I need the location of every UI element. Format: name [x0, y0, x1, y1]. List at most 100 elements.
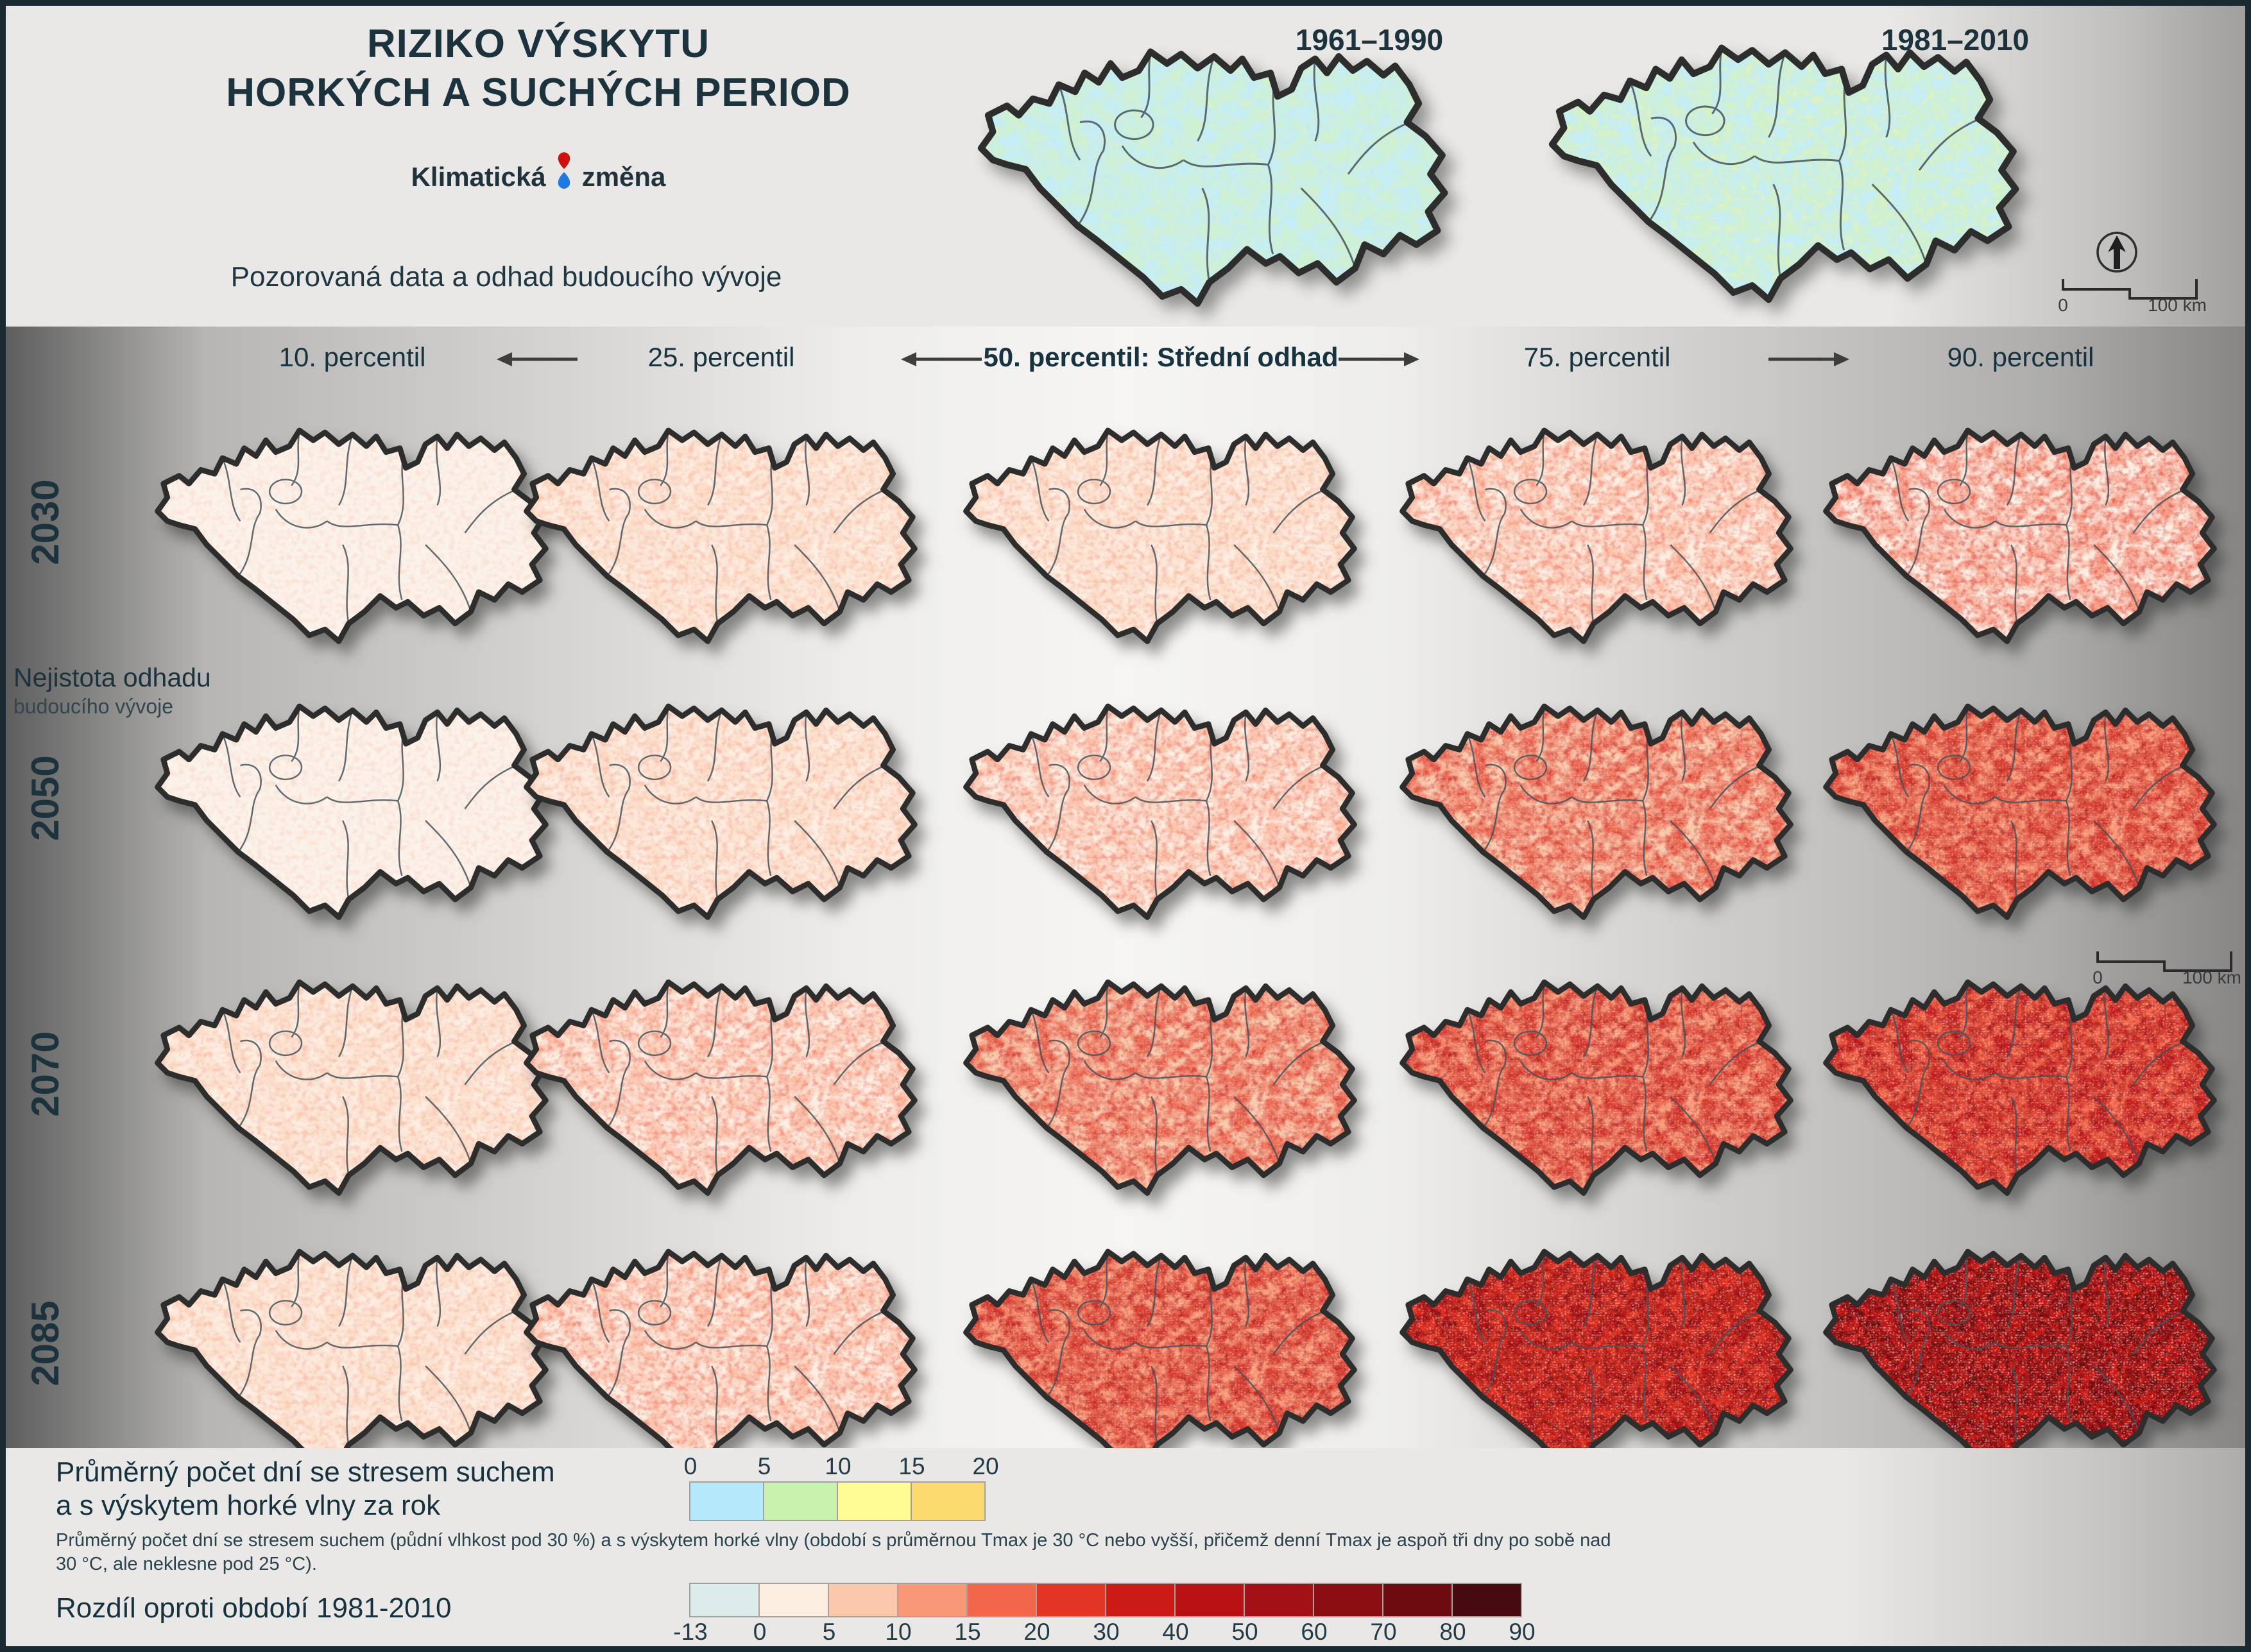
map-2030-10pct [146, 402, 560, 656]
year-label-2070: 2070 [24, 1031, 67, 1117]
map-2070-75pct [1391, 954, 1804, 1207]
legend-diff-tick-0: 0 [753, 1619, 767, 1645]
legend-diff-cell-2 [829, 1584, 897, 1616]
legend-diff-cell-1 [760, 1584, 828, 1616]
map-2085-90pct [1814, 1223, 2228, 1477]
legend-description: Průměrný počet dní se stresem suchem (pů… [56, 1529, 1853, 1576]
legend-diff-title: Rozdíl oproti období 1981-2010 [56, 1592, 452, 1624]
uncertainty-label-line1: Nejistota odhadu [13, 663, 211, 692]
scale-bar-top: 0 100 km [2058, 275, 2207, 317]
map-2030-50pct [954, 402, 1368, 656]
spread-arrow-left-0 [495, 351, 579, 368]
map-2030-75pct [1391, 402, 1804, 656]
spread-arrow-left-1 [900, 351, 983, 368]
brand-word-2: změna [581, 162, 666, 192]
map-2050-50pct [954, 678, 1368, 932]
legend-band: Průměrný počet dní se stresem suchem a s… [6, 1448, 2245, 1646]
legend-description-line1: Průměrný počet dní se stresem suchem (pů… [56, 1530, 1611, 1551]
legend-diff-tick-10: 10 [885, 1619, 912, 1645]
column-header-1: 25. percentil [647, 342, 795, 372]
legend-diff-colorbar [689, 1583, 1522, 1617]
legend-diff-tick-30: 30 [1093, 1619, 1120, 1645]
title-line1: RIZIKO VÝSKYTU [366, 22, 710, 66]
brand-word-1: Klimatická [411, 162, 546, 192]
legend-diff-cell-5 [1037, 1584, 1105, 1616]
legend-days-tick-5: 5 [757, 1453, 771, 1479]
legend-diff-cell-0 [690, 1584, 758, 1616]
north-arrow-icon [2096, 232, 2137, 273]
legend-diff-tick-60: 60 [1301, 1619, 1328, 1645]
map-2030-25pct [515, 402, 929, 656]
legend-diff-tick-40: 40 [1162, 1619, 1189, 1645]
legend-diff-cell-9 [1314, 1584, 1382, 1616]
legend-diff-cell-6 [1106, 1584, 1174, 1616]
year-label-2050: 2050 [24, 755, 67, 841]
map-2085-25pct [515, 1223, 929, 1477]
legend-diff-cell-10 [1383, 1584, 1451, 1616]
legend-description-line2: 30 °C, ale neklesne pod 25 °C). [56, 1554, 317, 1574]
legend-diff-tick-50: 50 [1231, 1619, 1258, 1645]
map-2070-50pct [954, 954, 1368, 1207]
svg-text:100 km: 100 km [2148, 295, 2205, 314]
legend-days-tick-20: 20 [972, 1453, 999, 1479]
uncertainty-label-line2: budoucího vývoje [13, 695, 174, 718]
historical-label-0: 1961–1990 [1295, 23, 1444, 56]
spread-arrow-right-2 [1337, 351, 1421, 368]
legend-diff-tick-5: 5 [822, 1619, 836, 1645]
legend-days-cell-1 [764, 1483, 837, 1520]
spread-arrow-right-3 [1767, 351, 1851, 368]
legend-days-tick-10: 10 [825, 1453, 852, 1479]
header-band: RIZIKO VÝSKYTU HORKÝCH A SUCHÝCH PERIOD … [6, 6, 2245, 327]
column-header-3: 75. percentil [1523, 342, 1671, 372]
map-2070-90pct [1814, 954, 2228, 1207]
column-header-4: 90. percentil [1947, 342, 2094, 372]
klimaticka-zmena-logo: Klimatická změna [76, 142, 1000, 212]
map-2085-75pct [1391, 1223, 1804, 1477]
historical-map-1961–1990 [967, 19, 1461, 320]
matrix-band: Nejistota odhadu budoucího vývoje 10. pe… [6, 327, 2245, 1448]
title-line2: HORKÝCH A SUCHÝCH PERIOD [226, 71, 851, 115]
map-2050-25pct [515, 678, 929, 932]
legend-diff-cell-4 [968, 1584, 1036, 1616]
poster-title: RIZIKO VÝSKYTU HORKÝCH A SUCHÝCH PERIOD [76, 20, 1000, 117]
legend-days-cell-2 [838, 1483, 911, 1520]
legend-days-title-line1: Průměrný počet dní se stresem suchem [56, 1456, 555, 1488]
map-2070-10pct [146, 954, 560, 1207]
legend-days-tick-15: 15 [898, 1453, 925, 1479]
svg-text:100 km: 100 km [2182, 967, 2240, 986]
legend-diff-tick-15: 15 [954, 1619, 981, 1645]
legend-days-title-line2: a s výskytem horké vlny za rok [56, 1490, 441, 1521]
poster-subtitle: Pozorovaná data a odhad budoucího vývoje [230, 261, 782, 293]
year-label-2085: 2085 [24, 1300, 67, 1386]
map-2085-50pct [954, 1223, 1368, 1477]
legend-diff-cell-8 [1245, 1584, 1313, 1616]
legend-days-cell-0 [690, 1483, 763, 1520]
legend-days-title: Průměrný počet dní se stresem suchem a s… [56, 1456, 555, 1522]
legend-diff-cell-11 [1453, 1584, 1521, 1616]
map-2070-25pct [515, 954, 929, 1207]
scale-bar-grid: 0 100 km [2093, 948, 2241, 989]
map-2050-75pct [1391, 678, 1804, 932]
historical-map-1981–2010 [1538, 15, 2032, 316]
column-header-0: 10. percentil [278, 342, 426, 372]
legend-diff-cell-7 [1176, 1584, 1244, 1616]
legend-days-colorbar [689, 1481, 986, 1521]
year-label-2030: 2030 [24, 479, 67, 565]
legend-diff-tick-70: 70 [1370, 1619, 1397, 1645]
legend-diff-tick--13: -13 [673, 1619, 708, 1645]
map-2030-90pct [1814, 402, 2228, 656]
column-header-2: 50. percentil: Střední odhad [983, 342, 1339, 372]
legend-diff-tick-20: 20 [1023, 1619, 1050, 1645]
legend-diff-tick-90: 90 [1509, 1619, 1536, 1645]
svg-text:0: 0 [2058, 295, 2068, 314]
legend-days-cell-3 [912, 1483, 984, 1520]
map-2050-10pct [146, 678, 560, 932]
historical-label-1: 1981–2010 [1881, 23, 2030, 56]
hot-cold-drops-icon [558, 152, 570, 189]
svg-text:0: 0 [2093, 967, 2103, 986]
map-2085-10pct [146, 1223, 560, 1477]
legend-days-tick-0: 0 [683, 1453, 698, 1479]
legend-diff-cell-3 [898, 1584, 966, 1616]
legend-diff-tick-80: 80 [1439, 1619, 1466, 1645]
